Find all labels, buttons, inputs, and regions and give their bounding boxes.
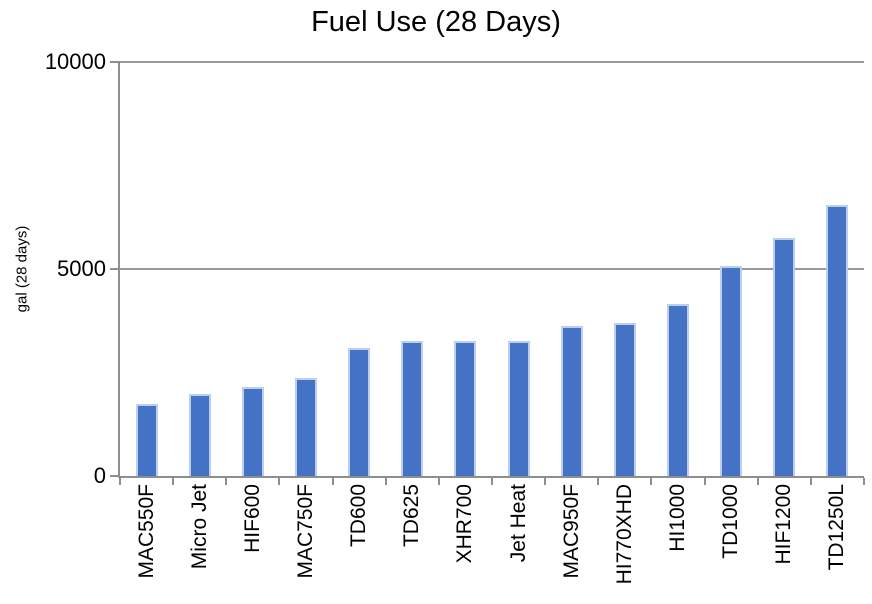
x-tick-label-Micro Jet: Micro Jet	[187, 484, 211, 570]
x-tick-mark	[544, 478, 547, 485]
gridline-5000	[120, 268, 864, 270]
x-tick-mark	[809, 478, 812, 485]
bar-TD1250L	[826, 205, 849, 476]
y-tick-label-0: 0	[93, 463, 106, 488]
bar-TD625	[401, 341, 424, 476]
x-tick-label-MAC950F: MAC950F	[559, 484, 583, 579]
x-tick-label-HIF1200: HIF1200	[772, 484, 796, 565]
x-tick-mark	[491, 478, 493, 485]
bar-HI1000	[667, 304, 689, 476]
x-tick-mark	[703, 478, 706, 485]
y-tick-mark-5000	[110, 268, 120, 270]
bar-Micro Jet	[188, 394, 211, 476]
x-tick-mark	[278, 478, 281, 485]
x-tick-label-HIF600: HIF600	[240, 484, 264, 553]
bar-TD600	[348, 348, 371, 476]
x-tick-label-MAC550F: MAC550F	[134, 484, 158, 579]
bar-HIF1200	[773, 238, 796, 476]
bar-MAC750F	[295, 378, 317, 476]
plot-area	[110, 61, 865, 485]
bar-HI770XHD	[613, 323, 636, 476]
x-tick-mark	[172, 478, 175, 485]
x-tick-mark	[225, 478, 228, 485]
x-tick-mark	[437, 478, 440, 485]
x-tick-mark	[597, 478, 600, 485]
y-tick-mark-0	[110, 475, 120, 477]
x-tick-label-HI770XHD: HI770XHD	[612, 484, 636, 585]
bar-Jet Heat	[507, 341, 530, 476]
x-tick-label-HI1000: HI1000	[666, 484, 689, 552]
x-tick-label-MAC750F: MAC750F	[294, 484, 317, 579]
bar-MAC550F	[135, 404, 158, 476]
chart-title: Fuel Use (28 Days)	[311, 6, 561, 38]
x-tick-label-TD1000: TD1000	[719, 484, 743, 559]
x-tick-mark	[384, 478, 387, 485]
x-tick-label-TD1250L: TD1250L	[825, 484, 849, 571]
y-tick-mark-10000	[110, 61, 120, 63]
x-tick-mark	[650, 478, 653, 485]
bar-TD1000	[720, 266, 743, 476]
x-tick-mark	[863, 478, 865, 485]
x-tick-label-XHR700: XHR700	[453, 484, 477, 564]
x-tick-label-TD625: TD625	[400, 484, 424, 548]
x-tick-label-Jet Heat: Jet Heat	[506, 484, 530, 563]
bar-XHR700	[454, 341, 477, 476]
bar-MAC950F	[560, 326, 583, 476]
x-tick-label-TD600: TD600	[347, 484, 371, 548]
x-tick-mark	[119, 478, 121, 485]
gridline-10000	[120, 61, 864, 63]
x-tick-mark	[331, 478, 334, 485]
y-tick-label-5000: 5000	[57, 256, 106, 281]
y-tick-label-10000: 10000	[44, 49, 106, 74]
x-tick-mark	[756, 478, 759, 485]
bar-HIF600	[241, 387, 264, 476]
